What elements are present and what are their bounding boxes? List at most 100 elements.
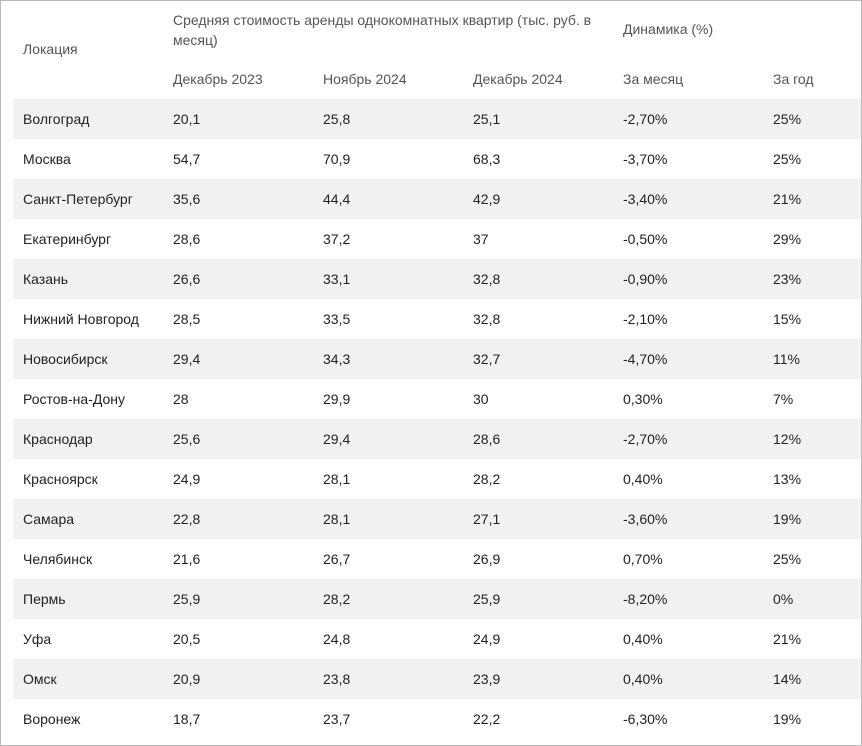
cell-per-year: 15%	[773, 311, 802, 327]
header-dynamics: Динамика (%)	[623, 21, 714, 37]
cell-nov-2024: 44,4	[323, 191, 351, 207]
table-row: Красноярск 24,9 28,1 28,2 0,40% 13%	[13, 459, 861, 499]
cell-nov-2024: 34,3	[323, 351, 351, 367]
cell-per-year: 25%	[773, 111, 802, 127]
cell-nov-2024: 28,1	[323, 471, 351, 487]
cell-location: Омск	[23, 671, 57, 687]
cell-dec-2023: 21,6	[173, 551, 201, 567]
cell-dec-2023: 28,6	[173, 231, 201, 247]
cell-dec-2023: 25,9	[173, 591, 201, 607]
cell-per-year: 7%	[773, 391, 794, 407]
cell-per-year: 23%	[773, 271, 802, 287]
cell-dec-2023: 25,6	[173, 431, 201, 447]
cell-per-year: 19%	[773, 711, 802, 727]
header-location: Локация	[23, 41, 78, 57]
cell-dec-2024: 26,9	[473, 551, 501, 567]
cell-per-year: 29%	[773, 231, 802, 247]
table-row: Воронеж 18,7 23,7 22,2 -6,30% 19%	[13, 699, 861, 739]
table-row: Новосибирск 29,4 34,3 32,7 -4,70% 11%	[13, 339, 861, 379]
cell-per-year: 25%	[773, 151, 802, 167]
cell-per-month: -2,70%	[623, 431, 668, 447]
table-row: Пермь 25,9 28,2 25,9 -8,20% 0%	[13, 579, 861, 619]
table-row: Краснодар 25,6 29,4 28,6 -2,70% 12%	[13, 419, 861, 459]
cell-location: Челябинск	[23, 551, 93, 567]
cell-per-month: -2,10%	[623, 311, 668, 327]
cell-dec-2024: 42,9	[473, 191, 501, 207]
cell-dec-2024: 27,1	[473, 511, 501, 527]
cell-per-year: 14%	[773, 671, 802, 687]
cell-per-month: 0,70%	[623, 551, 663, 567]
table-body: Волгоград 20,1 25,8 25,1 -2,70% 25% Москва 54,7…	[13, 99, 861, 739]
cell-location: Санкт-Петербург	[23, 191, 133, 207]
cell-nov-2024: 28,2	[323, 591, 351, 607]
cell-dec-2024: 32,7	[473, 351, 501, 367]
cell-dec-2023: 28,5	[173, 311, 201, 327]
table-row: Ростов-на-Дону 28 29,9 30 0,30% 7%	[13, 379, 861, 419]
cell-per-month: -6,30%	[623, 711, 668, 727]
cell-per-year: 21%	[773, 631, 802, 647]
header-nov-2024: Ноябрь 2024	[323, 71, 407, 87]
cell-per-month: 0,40%	[623, 631, 663, 647]
cell-location: Самара	[23, 511, 75, 527]
cell-location: Краснодар	[23, 431, 93, 447]
cell-per-year: 19%	[773, 511, 802, 527]
table-row: Омск 20,9 23,8 23,9 0,40% 14%	[13, 659, 861, 699]
cell-dec-2023: 22,8	[173, 511, 201, 527]
table-row: Волгоград 20,1 25,8 25,1 -2,70% 25%	[13, 99, 861, 139]
cell-per-month: -3,70%	[623, 151, 668, 167]
cell-location: Новосибирск	[23, 351, 108, 367]
table-row: Москва 54,7 70,9 68,3 -3,70% 25%	[13, 139, 861, 179]
cell-nov-2024: 29,9	[323, 391, 351, 407]
cell-location: Воронеж	[23, 711, 81, 727]
cell-per-year: 0%	[773, 591, 794, 607]
cell-nov-2024: 24,8	[323, 631, 351, 647]
cell-dec-2024: 22,2	[473, 711, 501, 727]
cell-per-month: -3,60%	[623, 511, 668, 527]
cell-dec-2024: 68,3	[473, 151, 501, 167]
cell-nov-2024: 29,4	[323, 431, 351, 447]
cell-location: Красноярск	[23, 471, 98, 487]
cell-dec-2023: 29,4	[173, 351, 201, 367]
cell-dec-2023: 20,1	[173, 111, 201, 127]
cell-dec-2024: 23,9	[473, 671, 501, 687]
cell-dec-2023: 26,6	[173, 271, 201, 287]
cell-nov-2024: 37,2	[323, 231, 351, 247]
table-row: Самара 22,8 28,1 27,1 -3,60% 19%	[13, 499, 861, 539]
cell-nov-2024: 33,1	[323, 271, 351, 287]
header-average-rent: Средняя стоимость аренды однокомнатных к…	[173, 12, 592, 48]
header-per-year: За год	[773, 71, 814, 87]
table-row: Санкт-Петербург 35,6 44,4 42,9 -3,40% 21%	[13, 179, 861, 219]
cell-dec-2023: 20,5	[173, 631, 201, 647]
cell-location: Москва	[23, 151, 71, 167]
cell-nov-2024: 70,9	[323, 151, 351, 167]
cell-dec-2024: 28,2	[473, 471, 501, 487]
cell-nov-2024: 23,7	[323, 711, 351, 727]
cell-dec-2024: 32,8	[473, 311, 501, 327]
cell-dec-2024: 25,9	[473, 591, 501, 607]
cell-nov-2024: 26,7	[323, 551, 351, 567]
cell-per-month: -2,70%	[623, 111, 668, 127]
cell-per-year: 21%	[773, 191, 802, 207]
header-dec-2023: Декабрь 2023	[173, 71, 263, 87]
cell-nov-2024: 23,8	[323, 671, 351, 687]
cell-per-month: 0,30%	[623, 391, 663, 407]
cell-dec-2024: 25,1	[473, 111, 501, 127]
cell-location: Волгоград	[23, 111, 90, 127]
cell-dec-2024: 37	[473, 231, 489, 247]
table-row: Казань 26,6 33,1 32,8 -0,90% 23%	[13, 259, 861, 299]
cell-dec-2024: 28,6	[473, 431, 501, 447]
cell-per-year: 25%	[773, 551, 802, 567]
cell-per-month: -3,40%	[623, 191, 668, 207]
cell-per-year: 13%	[773, 471, 802, 487]
cell-location: Пермь	[23, 591, 66, 607]
cell-location: Уфа	[23, 631, 52, 647]
cell-per-month: -4,70%	[623, 351, 668, 367]
cell-dec-2024: 24,9	[473, 631, 501, 647]
cell-dec-2023: 35,6	[173, 191, 201, 207]
cell-dec-2024: 32,8	[473, 271, 501, 287]
cell-location: Нижний Новгород	[23, 311, 139, 327]
table-header: Локация Средняя стоимость аренды одноком…	[1, 1, 861, 99]
cell-nov-2024: 25,8	[323, 111, 351, 127]
cell-dec-2023: 54,7	[173, 151, 201, 167]
